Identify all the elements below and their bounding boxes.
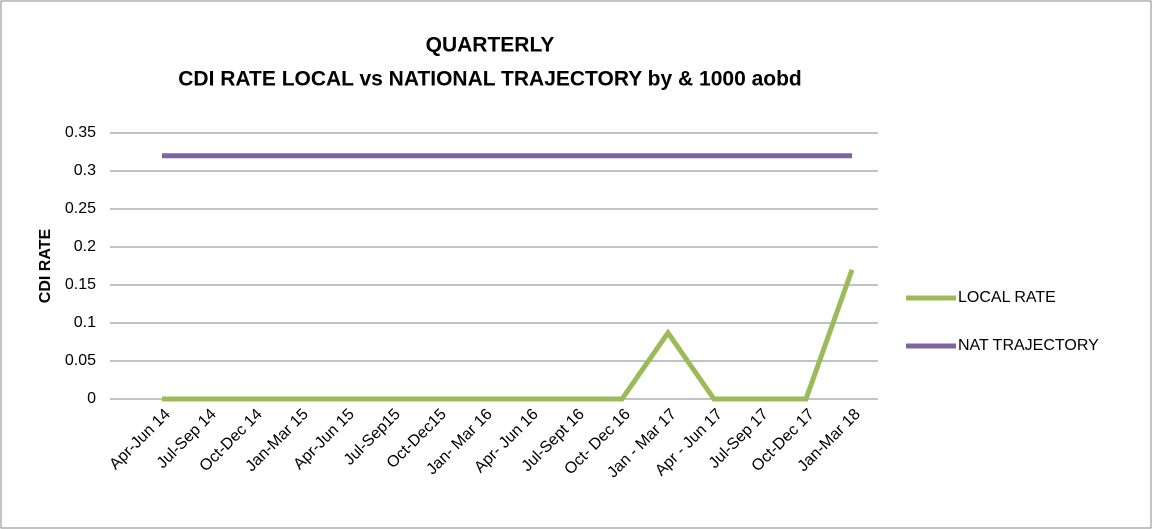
y-tick-label: 0.35 xyxy=(65,124,96,141)
y-axis-label: CDI RATE xyxy=(37,228,54,303)
series-line xyxy=(162,268,855,402)
y-tick-label: 0.25 xyxy=(65,200,96,217)
y-tick-label: 0.3 xyxy=(74,162,96,179)
legend-label: LOCAL RATE xyxy=(958,289,1056,306)
chart-title: QUARTERLY xyxy=(426,34,555,57)
y-tick-label: 0 xyxy=(87,390,96,407)
y-tick-label: 0.05 xyxy=(65,352,96,369)
y-tick-label: 0.15 xyxy=(65,276,96,293)
legend-label: NAT TRAJECTORY xyxy=(958,337,1099,354)
chart-title: CDI RATE LOCAL vs NATIONAL TRAJECTORY by… xyxy=(178,68,802,91)
y-tick-label: 0.1 xyxy=(74,314,96,331)
y-tick-label: 0.2 xyxy=(74,238,96,255)
